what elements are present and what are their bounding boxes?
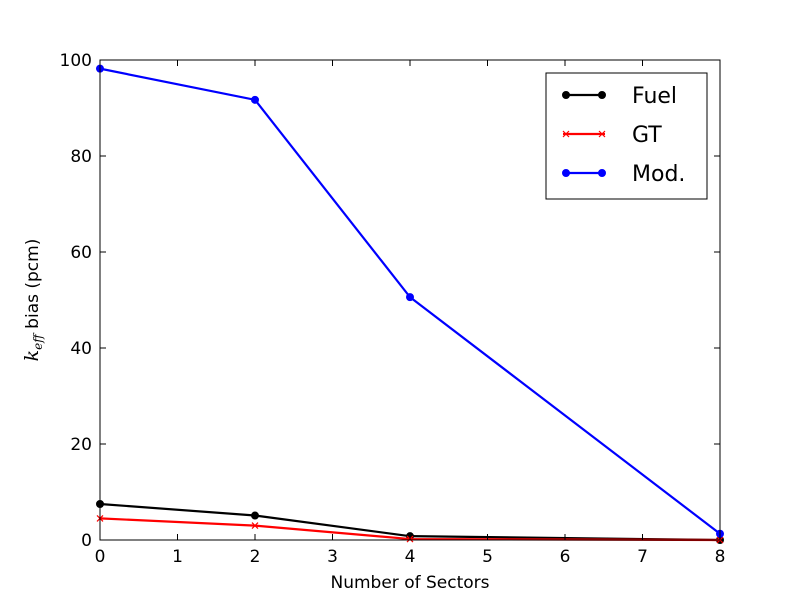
y-tick-label-5: 100 — [60, 51, 92, 71]
legend-marker-start-1-stroke-b — [562, 130, 570, 138]
legend-marker-end-0 — [598, 91, 606, 99]
y-tick-label-4: 80 — [70, 147, 92, 167]
x-tick-label-1: 1 — [172, 547, 183, 567]
data-point-1-1 — [251, 522, 259, 530]
y-axis-label-symbol: k — [21, 350, 43, 362]
y-tick-label-2: 40 — [70, 339, 92, 359]
y-axis-label: keff bias (pcm) — [21, 239, 45, 362]
y-tick-label-1: 20 — [70, 435, 92, 455]
data-point-2-1 — [251, 95, 259, 104]
y-axis-label-text: bias (pcm) — [23, 239, 43, 335]
legend-label-0: Fuel — [632, 84, 677, 109]
x-tick-label-6: 6 — [560, 547, 571, 567]
legend-marker-start-2 — [562, 169, 570, 177]
y-tick-label-0: 0 — [81, 531, 92, 551]
x-tick-label-4: 4 — [405, 547, 416, 567]
legend: Fuel GT Mod. — [545, 72, 708, 200]
data-point-0-1 — [251, 511, 259, 520]
x-tick-label-0: 0 — [95, 547, 106, 567]
legend-label-1: GT — [632, 123, 662, 148]
x-tick-label-7: 7 — [637, 547, 648, 567]
legend-marker-start-0 — [562, 91, 570, 99]
data-point-2-2 — [406, 293, 414, 302]
legend-marker-end-1 — [598, 130, 606, 138]
y-axis-label-subscript: eff — [31, 332, 45, 350]
series-2 — [96, 64, 724, 538]
series-line-2 — [99, 67, 721, 535]
legend-label-2: Mod. — [632, 162, 685, 187]
data-point-1-1-stroke-b — [251, 522, 259, 530]
legend-marker-start-1 — [562, 130, 570, 138]
y-tick-label-3: 60 — [70, 243, 92, 263]
x-tick-label-3: 3 — [327, 547, 338, 567]
legend-marker-end-1-stroke-b — [598, 130, 606, 138]
x-tick-label-5: 5 — [482, 547, 493, 567]
x-axis-label: Number of Sectors — [331, 573, 490, 593]
legend-marker-end-2 — [598, 169, 606, 177]
x-tick-label-2: 2 — [250, 547, 261, 567]
x-tick-label-8: 8 — [715, 547, 726, 567]
